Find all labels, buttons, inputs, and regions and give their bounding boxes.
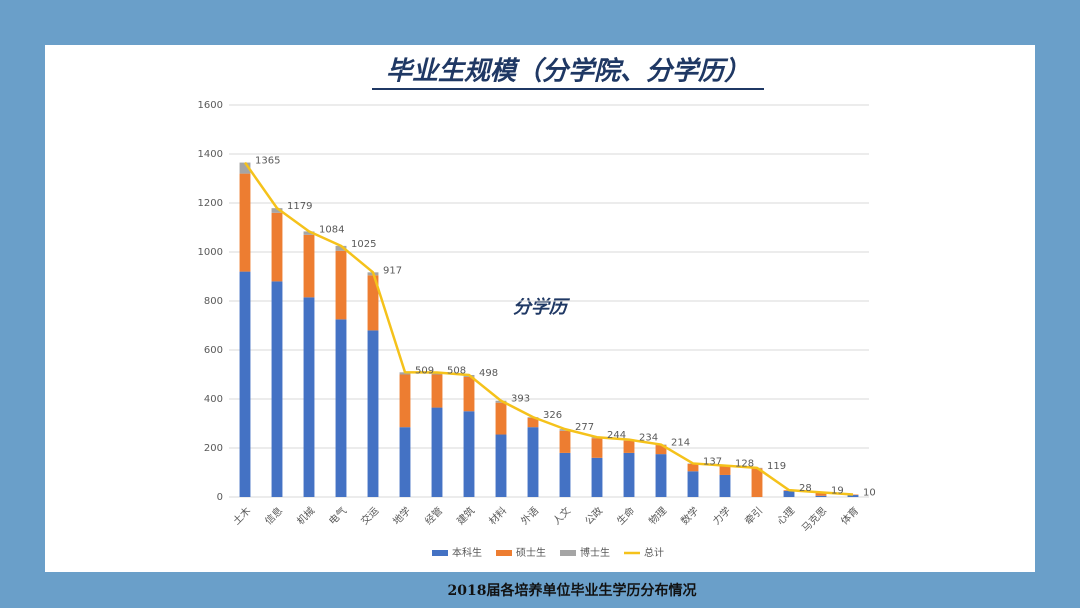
legend-swatch [432, 550, 448, 556]
bar-segment [527, 417, 539, 428]
y-tick-label: 1400 [198, 149, 223, 160]
bar-segment [847, 495, 859, 497]
data-label: 498 [479, 368, 498, 379]
bar-segment [623, 452, 635, 497]
y-tick-label: 600 [204, 345, 223, 356]
data-label: 234 [639, 433, 658, 444]
legend-swatch [560, 550, 576, 556]
bar-segment [783, 490, 795, 497]
data-label: 214 [671, 438, 690, 449]
bar-segment [239, 271, 251, 497]
y-tick-label: 800 [204, 296, 223, 307]
total-line [243, 161, 854, 496]
bar-segment [495, 434, 507, 497]
bar-segment [463, 376, 475, 412]
bar-segment [687, 463, 699, 472]
data-label: 509 [415, 365, 434, 376]
bar-segment [463, 411, 475, 497]
data-label: 19 [831, 485, 844, 496]
data-label: 326 [543, 410, 562, 421]
bar-segment [431, 374, 443, 408]
bar-segment [335, 250, 347, 320]
bar-segment [815, 492, 827, 496]
data-label: 128 [735, 459, 754, 470]
legend-label: 总计 [644, 546, 664, 559]
bar-segment [303, 297, 315, 497]
bar-segment [271, 281, 283, 497]
bar-segment [271, 212, 283, 282]
annotation: 分学历 [513, 297, 571, 318]
data-label: 137 [703, 456, 722, 467]
bar-segment [303, 231, 315, 235]
legend-label: 博士生 [580, 546, 610, 559]
bar-segment [335, 319, 347, 497]
data-label: 1084 [319, 224, 344, 235]
data-label: 1179 [287, 201, 312, 212]
bar-segment [335, 245, 347, 251]
panel [45, 45, 1035, 572]
data-label: 277 [575, 422, 594, 433]
bar-segment [399, 427, 411, 497]
bar-segment [303, 234, 315, 298]
bar-segment [399, 374, 411, 428]
bar-segment [815, 495, 827, 497]
bar-segment [495, 402, 507, 435]
bar-segment [527, 427, 539, 497]
data-label: 244 [607, 430, 626, 441]
chart-title: 毕业生规模（分学院、分学历） [386, 57, 750, 87]
data-label: 10 [863, 488, 876, 499]
bar-segment [655, 445, 667, 455]
data-label: 1365 [255, 156, 280, 167]
legend-label: 本科生 [452, 546, 482, 559]
bar-segment [591, 438, 603, 458]
y-tick-label: 1200 [198, 198, 223, 209]
bar-segment [719, 466, 731, 475]
y-tick-label: 200 [204, 443, 223, 454]
bar-segment [751, 468, 763, 497]
bar-segment [559, 430, 571, 453]
data-label: 393 [511, 394, 530, 405]
bar-segment [719, 474, 731, 497]
bar-segment [239, 162, 251, 174]
bar-segment [687, 471, 699, 497]
bar-segment [271, 208, 283, 213]
bar-segment [367, 330, 379, 497]
bar-segment [655, 454, 667, 497]
data-label: 1025 [351, 239, 376, 250]
data-label: 119 [767, 461, 786, 472]
bar-segment [239, 173, 251, 272]
bar-segment [623, 440, 635, 453]
caption: 2018届各培养单位毕业生学历分布情况 [448, 582, 697, 599]
legend-swatch [496, 550, 512, 556]
y-tick-label: 1000 [198, 247, 223, 258]
bar-segment [431, 407, 443, 497]
data-label: 508 [447, 366, 466, 377]
data-label: 28 [799, 483, 812, 494]
bar-segment [559, 452, 571, 497]
data-label: 917 [383, 265, 402, 276]
y-tick-label: 0 [217, 492, 223, 503]
y-tick-label: 400 [204, 394, 223, 405]
legend-label: 硕士生 [516, 546, 546, 559]
y-tick-label: 1600 [198, 100, 223, 111]
bar-segment [367, 275, 379, 331]
bar-segment [591, 457, 603, 497]
